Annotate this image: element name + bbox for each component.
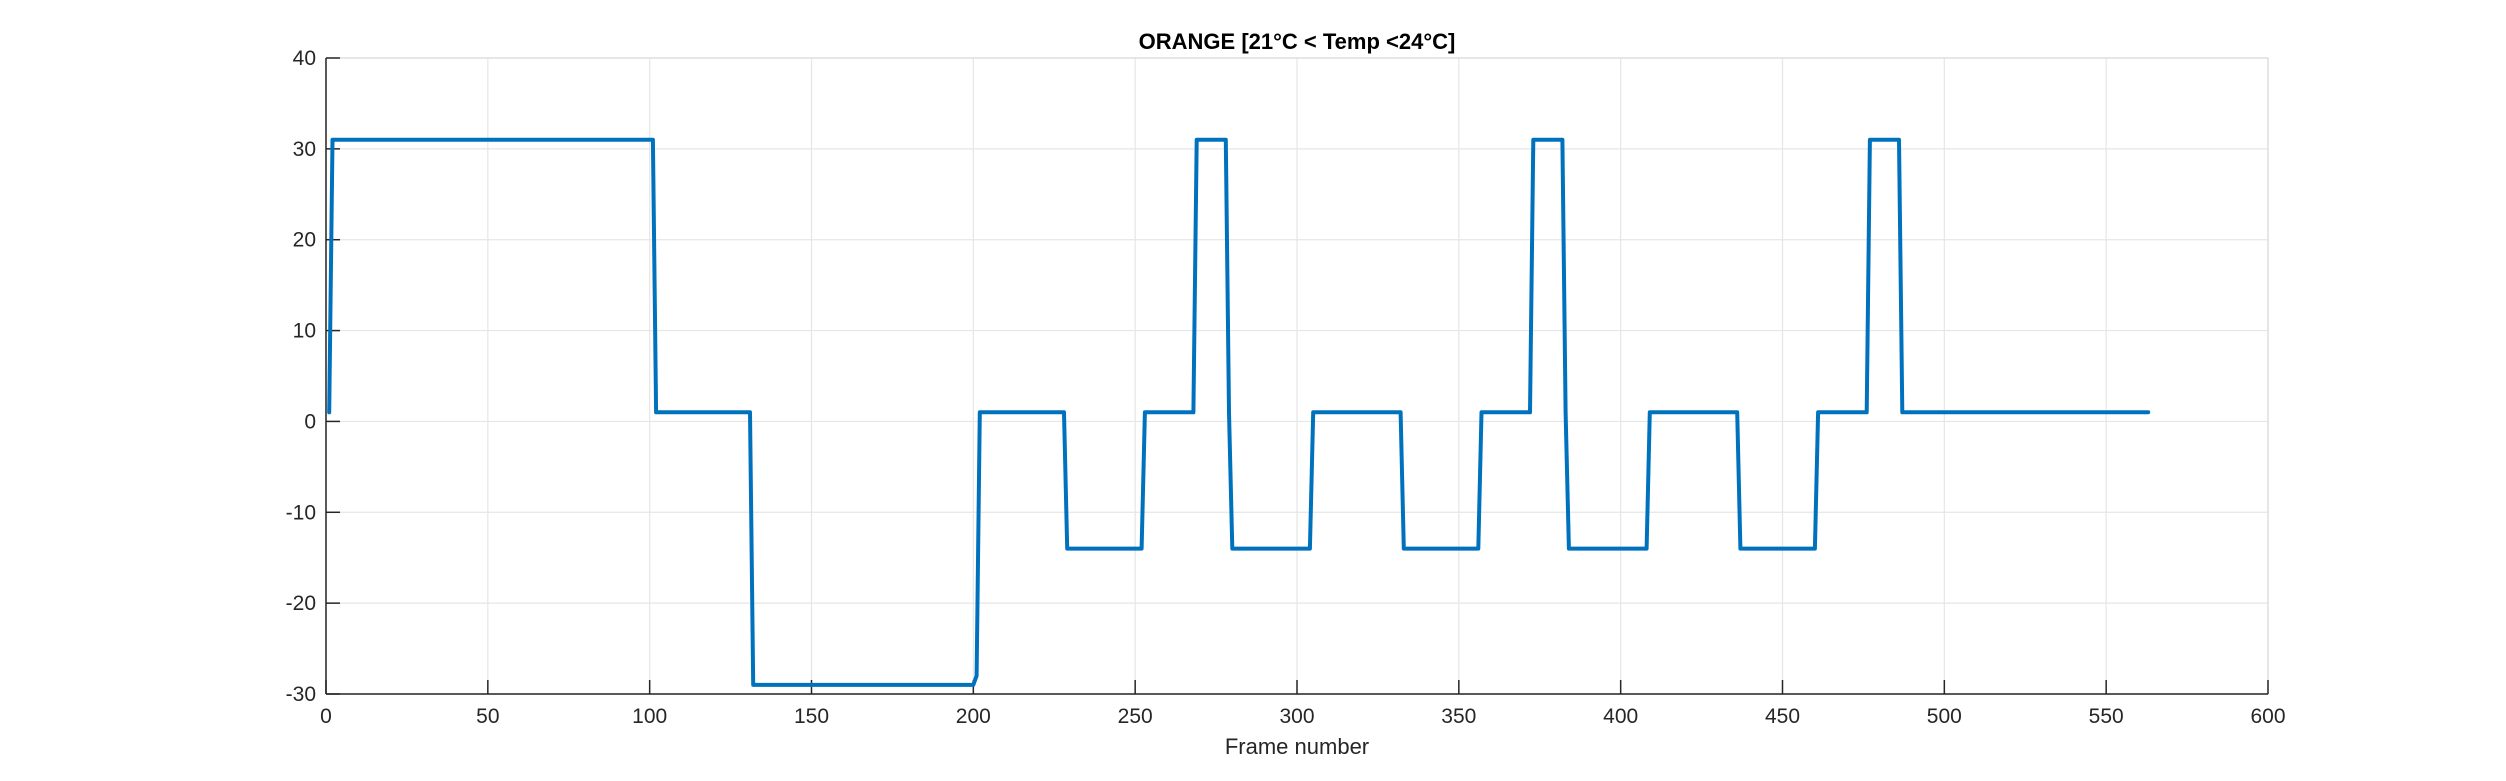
x-axis-label: Frame number — [1225, 734, 1369, 759]
x-tick-label: 500 — [1927, 705, 1962, 728]
y-tick-label: 10 — [293, 320, 316, 343]
x-tick-label: 550 — [2089, 705, 2124, 728]
series-layer — [327, 137, 2151, 687]
y-tick-label: 0 — [304, 410, 316, 433]
x-tick-label: 450 — [1765, 705, 1800, 728]
x-tick-label: 0 — [320, 705, 332, 728]
chart-title: ORANGE [21°C < Temp <24°C] — [1139, 29, 1456, 54]
series-line-1 — [327, 137, 2151, 687]
tick-labels: 0 50 100 150 200 250 300 350 400 450 500 550 600-30-… — [286, 47, 2286, 728]
y-tick-label: -10 — [286, 501, 316, 524]
y-tick-label: 20 — [293, 229, 316, 252]
y-tick-label: 30 — [293, 138, 316, 161]
y-tick-label: -20 — [286, 592, 316, 615]
y-tick-label: 40 — [293, 47, 316, 70]
x-tick-label: 600 — [2250, 705, 2285, 728]
axes — [325, 57, 2269, 695]
x-tick-label: 350 — [1441, 705, 1476, 728]
y-tick-label: -30 — [286, 683, 316, 706]
grid-lines — [325, 57, 2269, 695]
x-tick-label: 100 — [632, 705, 667, 728]
x-tick-label: 300 — [1279, 705, 1314, 728]
x-tick-label: 200 — [956, 705, 991, 728]
x-tick-label: 50 — [476, 705, 499, 728]
x-tick-label: 400 — [1603, 705, 1638, 728]
x-tick-label: 250 — [1118, 705, 1153, 728]
x-tick-label: 150 — [794, 705, 829, 728]
